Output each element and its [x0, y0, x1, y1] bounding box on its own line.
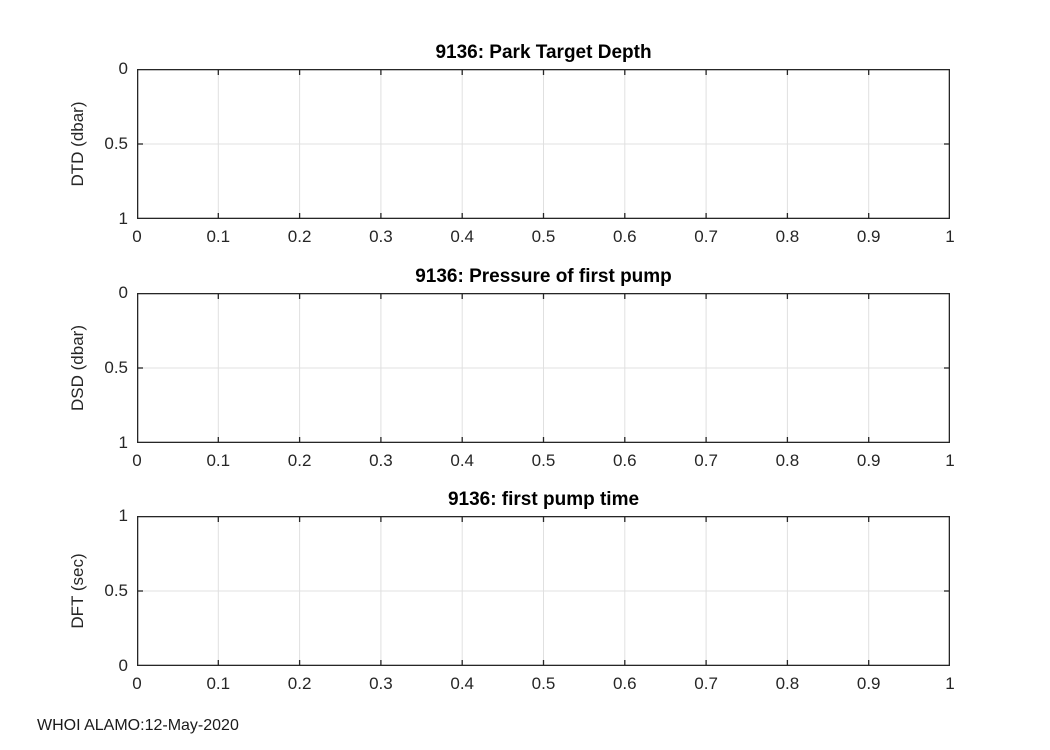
- y-tick-label: 0.5: [104, 134, 128, 153]
- plot-area: [137, 293, 950, 443]
- x-tick-label: 0.1: [206, 674, 231, 693]
- x-tick-label: 0: [132, 451, 142, 470]
- plot-title: 9136: Park Target Depth: [435, 42, 652, 63]
- subplot-first-pump-time: 9136: first pump time DFT (sec) 1 0.5 0 0 0.…: [68, 489, 955, 693]
- y-tick-label: 0: [118, 656, 128, 675]
- y-tick-label: 0: [118, 59, 128, 78]
- x-tick-label: 0.3: [369, 674, 393, 693]
- y-tick-label: 0.5: [104, 581, 128, 600]
- x-tick-label: 0.8: [775, 451, 800, 470]
- axes-box: [137, 516, 950, 666]
- x-tick-label: 0.3: [369, 227, 393, 246]
- y-tick-label: 1: [118, 433, 128, 452]
- y-axis-label: DFT (sec): [68, 553, 87, 629]
- y-tick-label: 1: [118, 209, 128, 228]
- x-tick-label: 0.7: [694, 227, 718, 246]
- x-tick-label: 0.1: [206, 227, 231, 246]
- x-tick-label: 0.9: [856, 674, 881, 693]
- y-axis-label: DTD (dbar): [68, 101, 87, 187]
- x-tick-label: 0.1: [206, 451, 231, 470]
- x-tick-label: 0.2: [287, 227, 312, 246]
- x-tick-label: 0.8: [775, 674, 800, 693]
- x-tick-label: 0.9: [856, 451, 881, 470]
- y-tick-label: 1: [118, 506, 128, 525]
- y-tick-label: 0.5: [104, 358, 128, 377]
- plot-title: 9136: first pump time: [447, 489, 640, 510]
- plot-area: [137, 516, 950, 666]
- subplot-pressure-first-pump: 9136: Pressure of first pump DSD (dbar) …: [68, 266, 955, 470]
- x-tick-label: 0.5: [531, 227, 556, 246]
- x-tick-label: 0.8: [775, 227, 800, 246]
- x-tick-label: 0.4: [450, 674, 475, 693]
- x-tick-label: 0: [132, 674, 142, 693]
- plot-title: 9136: Pressure of first pump: [415, 266, 672, 287]
- x-tick-label: 1: [945, 227, 955, 246]
- x-tick-label: 0.6: [612, 227, 637, 246]
- x-tick-label: 0.7: [694, 451, 718, 470]
- x-tick-label: 1: [945, 451, 955, 470]
- x-tick-label: 0.4: [450, 227, 475, 246]
- plot-area: [137, 69, 950, 219]
- figure-footer-annotation: WHOI ALAMO:12-May-2020: [37, 717, 239, 734]
- axes-box: [137, 293, 950, 443]
- x-tick-label: 0.7: [694, 674, 718, 693]
- subplot-park-target-depth: 9136: Park Target Depth DTD (dbar) 0 0.5 1…: [68, 42, 955, 246]
- axes-box: [137, 69, 950, 219]
- x-tick-label: 0.9: [856, 227, 881, 246]
- x-tick-label: 0.4: [450, 451, 475, 470]
- x-tick-label: 0: [132, 227, 142, 246]
- x-tick-label: 0.2: [287, 674, 312, 693]
- x-tick-label: 0.5: [531, 674, 556, 693]
- x-tick-label: 0.2: [287, 451, 312, 470]
- x-tick-label: 0.6: [612, 451, 637, 470]
- x-tick-label: 0.3: [369, 451, 393, 470]
- x-tick-label: 0.5: [531, 451, 556, 470]
- y-tick-label: 0: [118, 283, 128, 302]
- x-tick-label: 1: [945, 674, 955, 693]
- x-tick-label: 0.6: [612, 674, 637, 693]
- y-axis-label: DSD (dbar): [68, 325, 87, 411]
